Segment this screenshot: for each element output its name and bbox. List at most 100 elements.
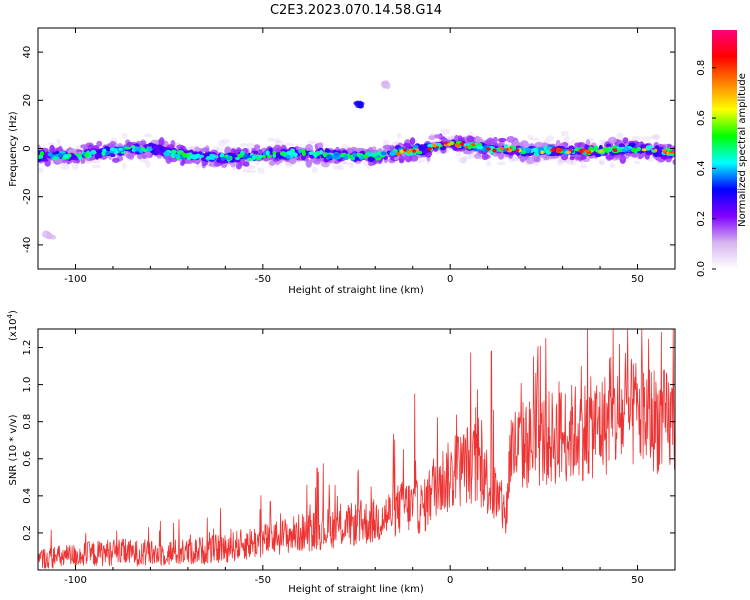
heatmap-blob (252, 155, 257, 160)
heatmap-blob (551, 147, 556, 152)
heatmap-blob (313, 152, 318, 158)
colorbar-label: Normalized spectral amplitude (737, 73, 748, 227)
heatmap-blob (212, 145, 220, 151)
heatmap-blob (333, 155, 341, 159)
heatmap-y-tick-label: -40 (22, 237, 33, 253)
heatmap-y-tick-label: -20 (22, 189, 33, 205)
heatmap-blob (221, 156, 225, 160)
heatmap-blob (158, 137, 165, 146)
heatmap-blob (558, 148, 563, 152)
heatmap-blob (101, 151, 106, 156)
heatmap-blob (321, 160, 330, 168)
heatmap-blob (246, 157, 254, 161)
heatmap-blob (654, 148, 658, 153)
heatmap-blob (636, 146, 642, 152)
heatmap-blob (63, 154, 69, 159)
heatmap-blob (605, 154, 615, 160)
snr-y-multiplier: (x104) (6, 310, 19, 341)
heatmap-blob (153, 151, 159, 155)
heatmap-blob (311, 166, 318, 174)
heatmap-blob (570, 161, 577, 166)
heatmap-blob (75, 152, 82, 157)
heatmap-blob (362, 161, 369, 167)
heatmap-x-axis: -100 -50 0 50 (37, 28, 676, 285)
heatmap-blob (382, 139, 390, 145)
heatmap-blob (145, 161, 151, 168)
x-tick-label: 0 (447, 575, 453, 586)
heatmap-blob (612, 149, 618, 153)
heatmap-blob (569, 156, 575, 161)
heatmap-blob (652, 134, 661, 141)
heatmap-blob (195, 164, 202, 169)
heatmap-blob (343, 154, 349, 160)
heatmap-blob (532, 147, 540, 153)
heatmap-blob (279, 151, 287, 156)
heatmap-blob (484, 139, 493, 145)
x-tick-label: -50 (255, 274, 271, 285)
x-tick-label: 0 (447, 274, 453, 285)
heatmap-blob (417, 150, 423, 155)
snr-x-label: Height of straight line (km) (288, 584, 424, 595)
snr-x-axis: -100 -50 0 50 (37, 329, 676, 586)
heatmap-blob (58, 153, 63, 158)
heatmap-blob (203, 153, 210, 157)
heatmap-blob (38, 167, 44, 174)
heatmap-blob (500, 147, 504, 151)
heatmap-blob (631, 147, 637, 153)
heatmap-blob (254, 144, 261, 150)
heatmap-blob (522, 155, 527, 162)
heatmap-blob (134, 147, 142, 152)
heatmap-blob (284, 142, 294, 146)
heatmap-blob (139, 140, 147, 145)
heatmap-blob (653, 152, 660, 157)
heatmap-blob (530, 137, 540, 141)
heatmap-blob (286, 154, 290, 159)
heatmap-blob (655, 145, 659, 149)
heatmap-blob (246, 142, 255, 149)
heatmap-blob (568, 148, 573, 152)
heatmap-blob (585, 149, 590, 153)
heatmap-blob (112, 157, 120, 163)
heatmap-blob (104, 152, 111, 155)
heatmap-blob (41, 158, 49, 162)
heatmap-blob (292, 152, 298, 157)
heatmap-blob (466, 144, 472, 150)
heatmap-blob (505, 147, 510, 151)
heatmap-blob (609, 163, 616, 169)
heatmap-blob (476, 145, 483, 150)
heatmap-blob (96, 150, 104, 154)
heatmap-blob (641, 136, 652, 142)
heatmap-blob (118, 147, 123, 152)
heatmap-blob (666, 151, 670, 155)
heatmap-blob (496, 161, 506, 166)
heatmap-blob (39, 151, 45, 156)
heatmap-blob (447, 143, 452, 147)
heatmap-blob (84, 152, 89, 158)
snr-y-multiplier-exp: 4 (6, 313, 14, 318)
heatmap-blob (389, 150, 397, 156)
heatmap-blob (267, 137, 275, 142)
heatmap-blob (182, 153, 188, 158)
heatmap-blob (580, 164, 587, 169)
snr-y-tick-label: 1.0 (22, 377, 33, 393)
heatmap-blob (317, 142, 324, 150)
heatmap-blob (301, 150, 306, 157)
heatmap-blob (341, 143, 348, 149)
heatmap-blob (272, 150, 277, 155)
heatmap-blob (409, 137, 416, 145)
heatmap-blob (262, 154, 266, 159)
snr-y-multiplier-close: ) (8, 310, 19, 314)
heatmap-blob (326, 154, 333, 159)
heatmap-blob (224, 146, 232, 155)
heatmap-blob (109, 147, 117, 152)
x-tick-label: -100 (64, 274, 87, 285)
heatmap-blob (574, 142, 582, 147)
heatmap-blob (73, 157, 80, 161)
heatmap-marks (38, 80, 675, 240)
heatmap-blob (373, 152, 378, 157)
heatmap-blob (498, 142, 504, 147)
heatmap-blob (440, 128, 451, 135)
heatmap-blob (621, 148, 626, 152)
heatmap-blob (305, 159, 312, 168)
heatmap-blob (412, 149, 417, 153)
